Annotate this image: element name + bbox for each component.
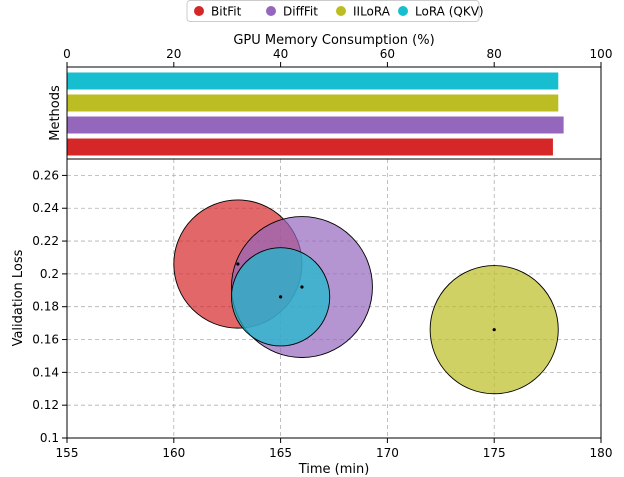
bubble-center-point: [236, 262, 240, 266]
legend-marker: [398, 6, 408, 16]
legend-label: DiffFit: [283, 5, 318, 19]
scatter-y-tick-label: 0.16: [32, 333, 59, 347]
legend-marker: [266, 6, 276, 16]
legend-label: LoRA (QKV): [415, 5, 484, 19]
bar-y-axis-label: Methods: [48, 85, 63, 141]
scatter-x-tick-label: 175: [483, 446, 506, 460]
bar-x-tick-label: 100: [590, 47, 613, 61]
bar-x-tick-label: 0: [63, 47, 71, 61]
scatter-y-tick-label: 0.18: [32, 300, 59, 314]
scatter-x-tick-label: 165: [269, 446, 292, 460]
scatter-y-tick-label: 0.2: [40, 267, 59, 281]
scatter-x-tick-label: 170: [376, 446, 399, 460]
bar: [67, 94, 559, 112]
legend-label: BitFit: [211, 5, 242, 19]
bar: [67, 72, 559, 90]
scatter-y-axis-label: Validation Loss: [11, 249, 26, 346]
scatter-x-axis-label: Time (min): [298, 462, 370, 477]
legend-marker: [336, 6, 346, 16]
scatter-y-tick-label: 0.26: [32, 168, 59, 182]
bar: [67, 116, 564, 134]
scatter-x-tick-label: 160: [162, 446, 185, 460]
scatter-x-tick-label: 180: [590, 446, 613, 460]
scatter-y-tick-label: 0.22: [32, 234, 59, 248]
legend-frame: [186, 0, 480, 22]
scatter-panel: 155 160 165 170 175 180 0.1 0.12 0.14 0.16 0.18 0.…: [11, 158, 613, 477]
scatter-y-tick-label: 0.12: [32, 398, 59, 412]
scatter-x-tick-label: 155: [56, 446, 79, 460]
bar-x-tick-label: 60: [380, 47, 395, 61]
scatter-y-tick-label: 0.1: [40, 431, 59, 445]
scatter-y-tick-label: 0.24: [32, 201, 59, 215]
bar-panel: 0 20 40 60 80 100 GPU Memory Consumption (%) …: [48, 33, 613, 160]
legend: BitFit DiffFit IILoRA LoRA (QKV): [186, 0, 484, 22]
scatter-y-tick-label: 0.14: [32, 365, 59, 379]
legend-marker: [194, 6, 204, 16]
bar-x-tick-label: 80: [487, 47, 502, 61]
bar-x-axis-label: GPU Memory Consumption (%): [233, 33, 434, 48]
bar: [67, 138, 553, 156]
bar-x-tick-label: 20: [166, 47, 181, 61]
scatter-panel-frame: [66, 158, 602, 439]
legend-label: IILoRA: [353, 5, 391, 19]
bar-x-tick-label: 40: [273, 47, 288, 61]
bubble-center-point: [279, 295, 283, 299]
bubble-center-point: [300, 285, 304, 289]
bubble-center-point: [492, 328, 496, 332]
